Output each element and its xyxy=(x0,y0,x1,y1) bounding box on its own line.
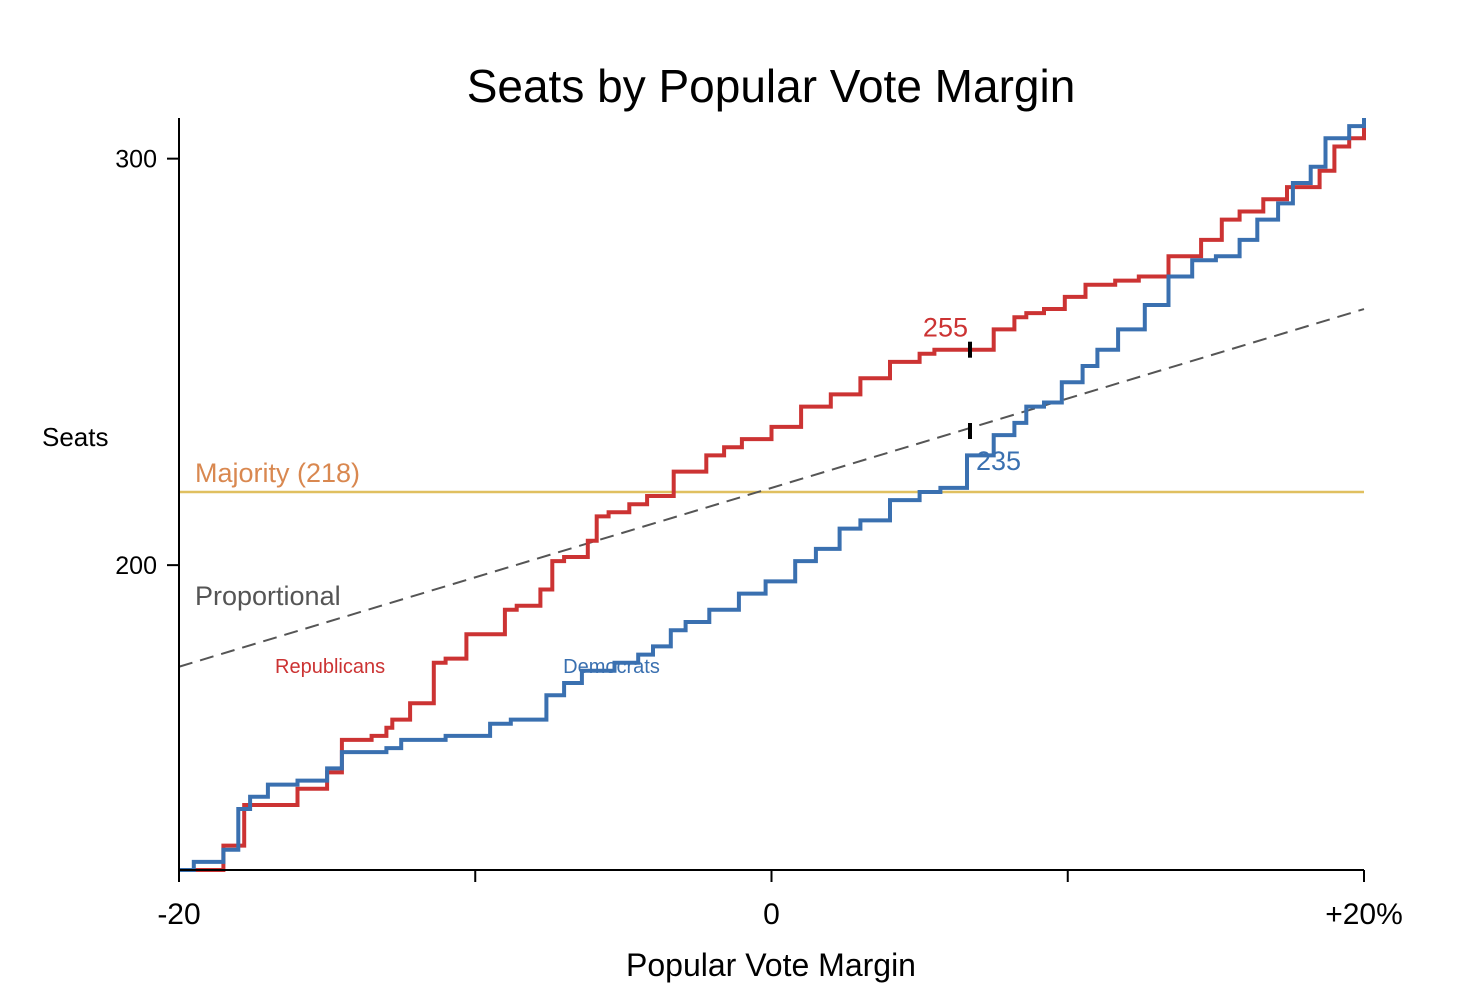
series-label-democrats: Democrats xyxy=(563,656,660,678)
x-tick-label: 0 xyxy=(763,898,780,931)
y-tick-label: 200 xyxy=(115,552,157,580)
annotations-group: 255 235 xyxy=(923,313,1021,476)
x-axis-label: Popular Vote Margin xyxy=(626,947,916,983)
y-axis-label: Seats xyxy=(42,422,109,452)
axes: -20 0 +20% 200 300 Seats Popular Vote Margi… xyxy=(42,118,1403,983)
annotation-label-255: 255 xyxy=(923,313,968,343)
majority-group: Majority (218) xyxy=(179,458,1364,494)
series-line-democrats xyxy=(179,118,1366,872)
annotation-label-235: 235 xyxy=(976,446,1021,476)
proportional-line xyxy=(178,308,1365,668)
chart-title: Seats by Popular Vote Margin xyxy=(467,60,1076,112)
y-tick-label: 300 xyxy=(115,146,157,174)
x-tick-label: +20% xyxy=(1325,898,1403,931)
series-label-republicans: Republicans xyxy=(275,656,385,678)
proportional-group: Proportional xyxy=(178,308,1365,668)
series-line-republicans xyxy=(179,122,1366,872)
majority-label: Majority (218) xyxy=(195,458,360,488)
x-ticks: -20 0 +20% xyxy=(157,870,1403,931)
y-ticks: 200 300 xyxy=(115,146,179,580)
x-tick-label: -20 xyxy=(157,898,200,931)
series-group: Republicans Democrats xyxy=(179,118,1366,872)
proportional-label: Proportional xyxy=(195,581,341,611)
